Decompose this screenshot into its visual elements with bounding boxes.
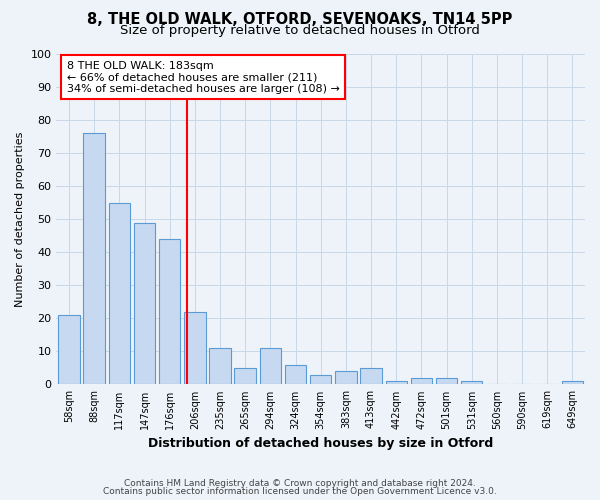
Text: 8 THE OLD WALK: 183sqm
← 66% of detached houses are smaller (211)
34% of semi-de: 8 THE OLD WALK: 183sqm ← 66% of detached…: [67, 60, 340, 94]
Bar: [386, 381, 407, 384]
Bar: [260, 348, 281, 385]
Bar: [159, 239, 181, 384]
Bar: [562, 381, 583, 384]
X-axis label: Distribution of detached houses by size in Otford: Distribution of detached houses by size …: [148, 437, 493, 450]
Bar: [58, 315, 80, 384]
Y-axis label: Number of detached properties: Number of detached properties: [15, 132, 25, 307]
Text: Contains public sector information licensed under the Open Government Licence v3: Contains public sector information licen…: [103, 487, 497, 496]
Bar: [285, 364, 306, 384]
Bar: [461, 381, 482, 384]
Text: Contains HM Land Registry data © Crown copyright and database right 2024.: Contains HM Land Registry data © Crown c…: [124, 478, 476, 488]
Bar: [209, 348, 231, 385]
Bar: [83, 134, 105, 384]
Bar: [109, 202, 130, 384]
Bar: [184, 312, 206, 384]
Bar: [335, 371, 356, 384]
Bar: [134, 222, 155, 384]
Text: 8, THE OLD WALK, OTFORD, SEVENOAKS, TN14 5PP: 8, THE OLD WALK, OTFORD, SEVENOAKS, TN14…: [88, 12, 512, 28]
Bar: [310, 374, 331, 384]
Bar: [436, 378, 457, 384]
Text: Size of property relative to detached houses in Otford: Size of property relative to detached ho…: [120, 24, 480, 37]
Bar: [235, 368, 256, 384]
Bar: [410, 378, 432, 384]
Bar: [361, 368, 382, 384]
